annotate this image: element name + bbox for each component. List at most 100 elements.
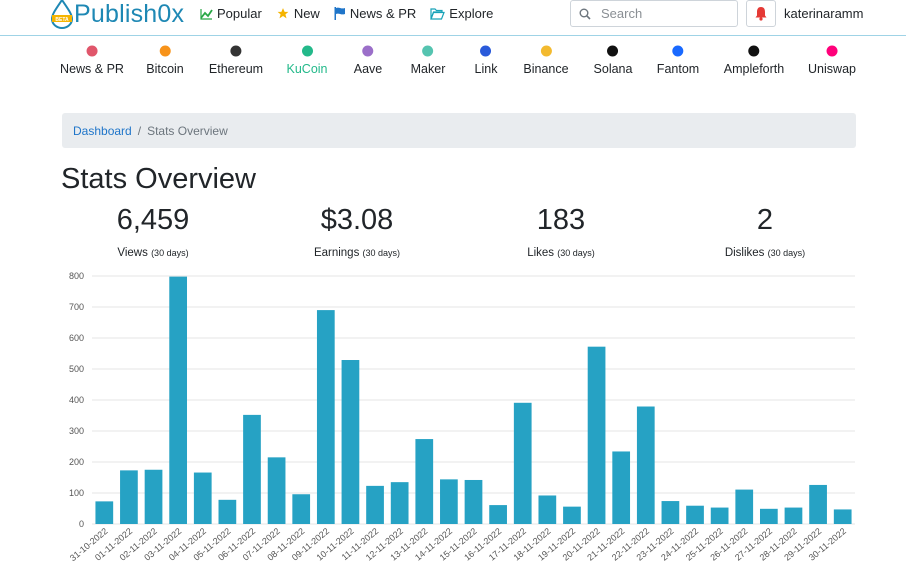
coin-tab-label: Maker: [410, 62, 446, 76]
bar[interactable]: [316, 310, 335, 524]
star-icon: [277, 8, 289, 19]
views-bar-chart: 010020030040050060070080031-10-202201-11…: [68, 271, 855, 563]
bar[interactable]: [193, 472, 212, 524]
logo-drop-icon: BETA: [50, 0, 74, 29]
coin-tab-label: Solana: [593, 62, 633, 76]
bar[interactable]: [563, 506, 581, 524]
stat-likes: 183 Likes (30 days): [461, 203, 661, 259]
binance-icon: [539, 44, 553, 58]
search-input[interactable]: Search: [601, 6, 643, 21]
bar[interactable]: [612, 451, 631, 524]
breadcrumb-dashboard-link[interactable]: Dashboard: [73, 123, 132, 138]
y-tick-label: 700: [69, 302, 84, 312]
search-box[interactable]: Search: [570, 0, 738, 27]
nav-new[interactable]: New: [276, 6, 320, 21]
coin-tab-kucoin[interactable]: KuCoin: [287, 44, 328, 76]
bar[interactable]: [267, 457, 286, 524]
bar[interactable]: [440, 479, 458, 524]
bar[interactable]: [538, 495, 557, 524]
coin-tab-solana[interactable]: Solana: [593, 44, 633, 76]
bar[interactable]: [464, 479, 483, 524]
search-icon: [579, 8, 591, 20]
coin-tab-uniswap[interactable]: Uniswap: [808, 44, 856, 76]
bar[interactable]: [390, 482, 409, 524]
bell-icon: [755, 7, 767, 21]
logo[interactable]: BETA Publish0x: [50, 0, 184, 34]
breadcrumb-current: Stats Overview: [147, 123, 228, 138]
coin-tab-label: Binance: [523, 62, 569, 76]
coin-tab-bitcoin[interactable]: Bitcoin: [146, 44, 184, 76]
bar[interactable]: [120, 470, 138, 524]
bar[interactable]: [587, 346, 606, 524]
megaphone-icon: [85, 44, 99, 58]
stat-views-label: Views: [117, 247, 148, 259]
bar[interactable]: [169, 276, 188, 524]
bar[interactable]: [661, 501, 680, 524]
bar[interactable]: [735, 489, 754, 524]
logo-text: Publish0x: [74, 0, 185, 28]
top-navbar: BETA Publish0x Popular New News & PR Exp…: [0, 0, 906, 36]
bar[interactable]: [513, 402, 532, 524]
bar[interactable]: [784, 507, 803, 524]
nav-popular[interactable]: Popular: [200, 6, 262, 21]
coin-tab-link[interactable]: Link: [475, 44, 497, 76]
coin-tab-label: Uniswap: [808, 62, 856, 76]
coin-tab-label: Aave: [353, 62, 383, 76]
nav-news-pr[interactable]: News & PR: [334, 6, 416, 21]
bar[interactable]: [809, 484, 827, 524]
stat-dislikes-value: 2: [756, 204, 774, 236]
coin-tab-maker[interactable]: Maker: [410, 44, 446, 76]
stat-views-period: (30 days): [151, 248, 189, 258]
coin-tab-ethereum[interactable]: Ethereum: [209, 44, 263, 76]
kucoin-icon: [300, 44, 314, 58]
bar[interactable]: [95, 501, 114, 524]
bar[interactable]: [710, 507, 729, 524]
bar[interactable]: [686, 505, 704, 524]
y-tick-label: 200: [69, 457, 84, 467]
stat-earnings-value: $3.08: [320, 204, 394, 236]
ethereum-icon: [229, 44, 243, 58]
bar[interactable]: [489, 505, 507, 524]
bar[interactable]: [636, 406, 655, 524]
coin-tab-ampleforth[interactable]: Ampleforth: [724, 44, 784, 76]
coin-tab-label: Bitcoin: [146, 62, 184, 76]
coin-tab-news-pr[interactable]: News & PR: [60, 44, 124, 76]
bar[interactable]: [415, 439, 434, 524]
y-tick-label: 600: [69, 333, 84, 343]
nav-explore[interactable]: Explore: [430, 6, 493, 21]
y-tick-label: 400: [69, 395, 84, 405]
coin-tab-fantom[interactable]: Fantom: [657, 44, 699, 76]
coin-nav: News & PR Bitcoin Ethereum KuCoin Aave Maker L…: [55, 44, 865, 80]
coin-tab-binance[interactable]: Binance: [523, 44, 569, 76]
stat-likes-label: Likes: [527, 247, 555, 259]
y-tick-label: 300: [69, 426, 84, 436]
bar[interactable]: [292, 494, 311, 524]
nav-new-label: New: [293, 6, 320, 21]
aave-icon: [361, 44, 375, 58]
stat-likes-value: 183: [536, 204, 586, 236]
coin-tab-aave[interactable]: Aave: [353, 44, 383, 76]
bar[interactable]: [218, 499, 237, 524]
bar[interactable]: [833, 509, 852, 524]
bar[interactable]: [366, 485, 384, 524]
nav-explore-label: Explore: [449, 6, 494, 21]
uniswap-icon: [825, 44, 839, 58]
coin-tab-label: Fantom: [656, 62, 700, 76]
folder-open-icon: [430, 7, 446, 20]
bar[interactable]: [243, 414, 261, 524]
bar[interactable]: [759, 508, 778, 524]
bitcoin-icon: [158, 44, 172, 58]
breadcrumb-separator: /: [137, 123, 142, 138]
user-menu[interactable]: katerinaramm: [784, 6, 864, 21]
bar[interactable]: [144, 469, 163, 524]
coin-tab-label: Ampleforth: [723, 62, 785, 76]
stat-dislikes-period: (30 days): [767, 248, 806, 258]
bar[interactable]: [341, 360, 360, 524]
nav-popular-label: Popular: [217, 6, 262, 21]
coin-tab-label: KuCoin: [286, 62, 328, 76]
stat-views: 6,459 Views (30 days): [53, 203, 253, 259]
trending-icon: [200, 8, 213, 20]
chainlink-icon: [479, 44, 493, 58]
notifications-button[interactable]: [746, 0, 776, 27]
stat-likes-period: (30 days): [557, 248, 595, 258]
